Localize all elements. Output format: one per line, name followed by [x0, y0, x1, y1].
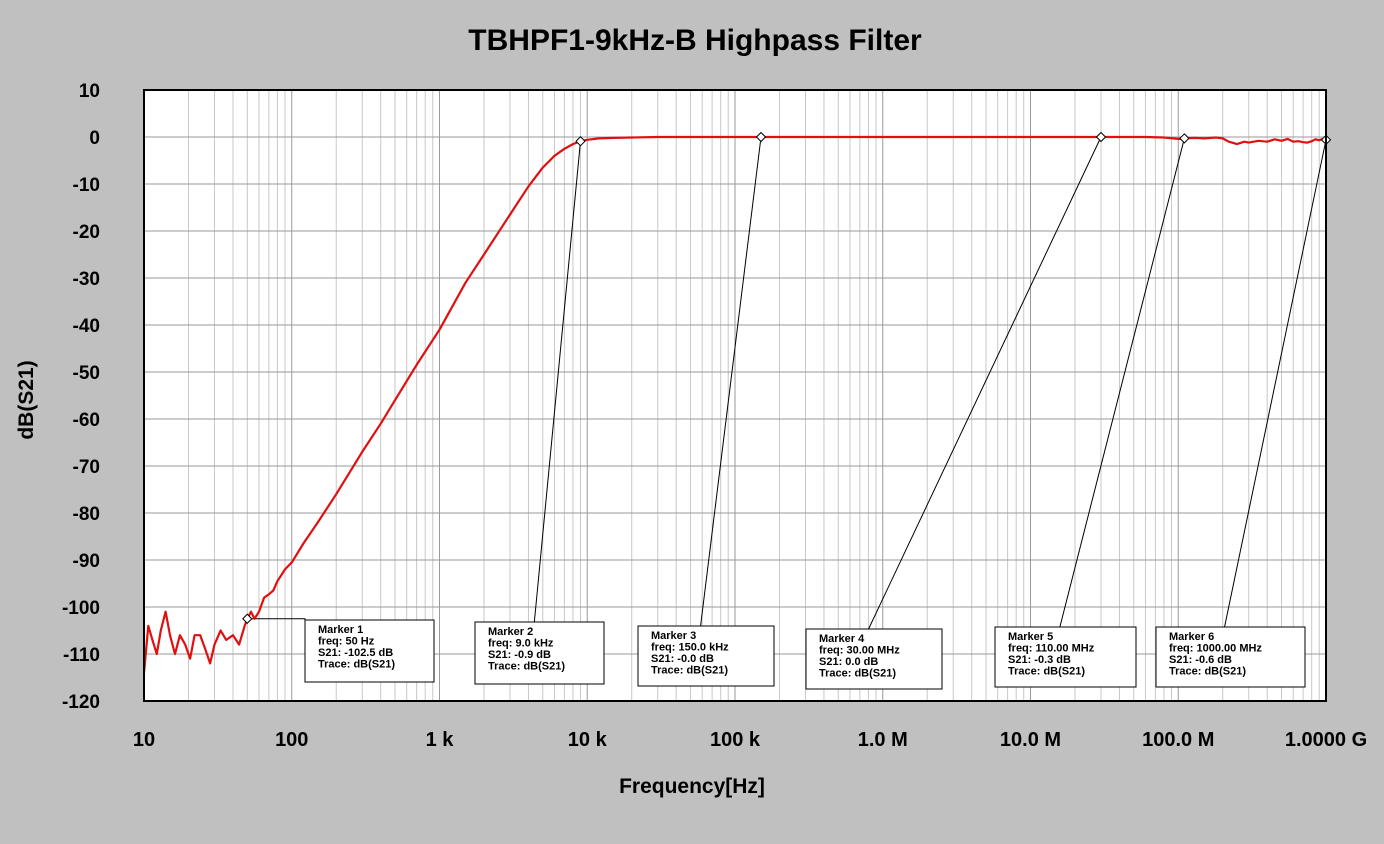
x-tick-label: 10 k — [568, 729, 608, 751]
marker-box-text: freq: 50 Hz — [318, 636, 375, 648]
y-tick-label: -20 — [73, 222, 100, 243]
marker-box-text: Marker 6 — [1169, 631, 1214, 643]
marker-leader-line — [533, 141, 581, 623]
y-tick-label: -50 — [73, 363, 100, 384]
marker-box-text: freq: 150.0 kHz — [651, 642, 729, 654]
marker-leader-line — [1059, 138, 1185, 628]
series-line-s21 — [142, 135, 1327, 673]
x-axis-ticks: 10 100 1 k 10 k 100 k 1.0 M 10.0 M 100.0 M 1.000… — [133, 729, 1367, 751]
marker-box-text: Trace: dB(S21) — [819, 668, 896, 680]
marker-box-text: Marker 3 — [651, 630, 696, 642]
y-tick-label: -10 — [73, 175, 100, 196]
x-tick-label: 10.0 M — [1000, 729, 1061, 751]
x-tick-label: 100 k — [710, 729, 761, 751]
marker-box-text: Trace: dB(S21) — [1008, 666, 1085, 678]
y-tick-label: -80 — [73, 504, 100, 525]
marker-box-text: S21: 0.0 dB — [819, 656, 878, 668]
marker-diamond-symbol — [1095, 131, 1107, 143]
series-layer — [142, 135, 1327, 673]
y-tick-label: -60 — [73, 410, 100, 431]
marker-box — [474, 621, 605, 685]
marker-box-text: S21: -0.0 dB — [651, 653, 714, 665]
x-tick-label: 1.0000 G — [1285, 729, 1367, 751]
x-tick-label: 1 k — [426, 729, 455, 751]
marker-box-text: Marker 2 — [488, 626, 533, 638]
y-tick-label: -30 — [73, 269, 100, 290]
y-axis-title: dB(S21) — [15, 360, 38, 439]
y-tick-label: -100 — [62, 598, 100, 619]
x-tick-label: 1.0 M — [858, 729, 908, 751]
marker-leader-lines — [247, 136, 1327, 630]
x-tick-label: 100 — [275, 729, 308, 751]
marker-diamond-symbol — [575, 136, 586, 147]
marker-diamond-symbol — [242, 613, 253, 624]
chart-title: TBHPF1-9kHz-B Highpass Filter — [468, 24, 922, 57]
y-axis-ticks: 10 0 -10 -20 -30 -40 -50 -60 -70 -80 -90 -100 -110 -1… — [62, 81, 100, 713]
marker-box-text: Trace: dB(S21) — [488, 661, 565, 673]
y-tick-label: -40 — [73, 316, 100, 337]
marker-box-text: freq: 1000.00 MHz — [1169, 643, 1262, 655]
y-tick-label: 10 — [79, 81, 100, 102]
y-tick-label: 0 — [89, 128, 100, 149]
y-tick-label: -110 — [63, 645, 100, 666]
marker-box — [1155, 626, 1306, 688]
marker-box-text: S21: -0.6 dB — [1169, 654, 1232, 666]
y-tick-label: -120 — [62, 692, 100, 713]
marker-box — [805, 628, 943, 690]
x-tick-label: 100.0 M — [1142, 729, 1214, 751]
marker-box-text: S21: -0.3 dB — [1008, 654, 1071, 666]
marker-diamond-symbol — [755, 131, 767, 143]
marker-box-text: Marker 5 — [1008, 631, 1053, 643]
marker-leader-line — [1224, 139, 1327, 628]
marker-box-text: Marker 4 — [819, 633, 865, 645]
marker-box-text: Marker 1 — [318, 624, 363, 636]
marker-box — [637, 625, 775, 687]
plot-frame — [143, 89, 1327, 702]
grid — [143, 89, 1326, 702]
y-tick-label: -90 — [73, 551, 100, 572]
x-axis-title: Frequency[Hz] — [619, 775, 765, 798]
marker-box-text: Trace: dB(S21) — [1169, 666, 1246, 678]
y-tick-label: -70 — [73, 457, 100, 478]
marker-box-text: Trace: dB(S21) — [651, 665, 728, 677]
marker-box-text: Trace: dB(S21) — [318, 659, 395, 671]
x-tick-label: 10 — [133, 729, 155, 751]
marker-box-text: freq: 110.00 MHz — [1008, 643, 1095, 655]
marker-diamond-symbol — [1179, 133, 1190, 144]
marker-box-text: S21: -102.5 dB — [318, 647, 393, 659]
marker-box — [994, 626, 1137, 688]
marker-leader-line — [700, 136, 762, 627]
marker-leader-line — [868, 136, 1102, 630]
marker-box-text: freq: 9.0 kHz — [488, 638, 554, 650]
marker-box — [304, 619, 435, 683]
marker-box-text: S21: -0.9 dB — [488, 649, 551, 661]
marker-box-text: freq: 30.00 MHz — [819, 645, 900, 657]
